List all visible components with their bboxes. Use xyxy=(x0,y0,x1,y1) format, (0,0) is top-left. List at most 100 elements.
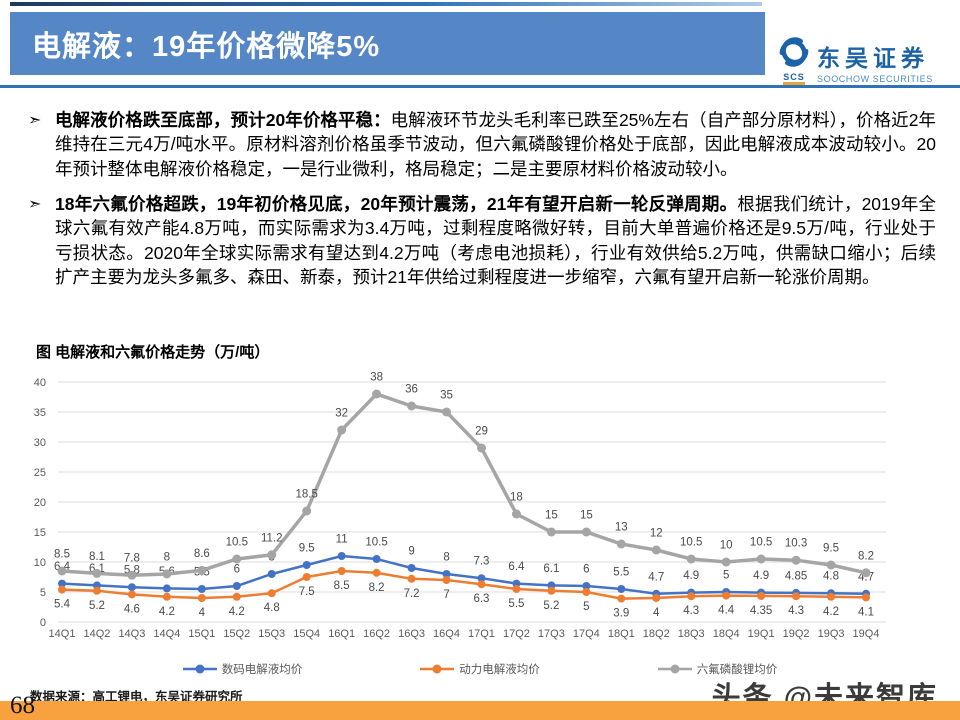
bullet-lead: 电解液价格跌至底部，预计20年价格平稳： xyxy=(55,110,391,130)
price-line-chart: 0 5 10 15 20 25 30 35 40 14Q1 14Q2 14Q3 14Q4 15Q1 15Q2… xyxy=(34,372,886,640)
bullet-lead: 18年六氟价格超跌，19年初价格见底，20年预计震荡，21年有望开启新一轮反弹周… xyxy=(55,193,738,214)
svg-text:4.1: 4.1 xyxy=(858,606,874,618)
svg-text:14Q4: 14Q4 xyxy=(153,628,180,640)
title-banner: 电解液：19年价格微降5% xyxy=(10,12,765,75)
svg-text:10.5: 10.5 xyxy=(680,537,702,549)
svg-text:14Q2: 14Q2 xyxy=(83,628,110,640)
svg-text:36: 36 xyxy=(405,384,418,396)
svg-text:4.8: 4.8 xyxy=(823,571,839,583)
legend-label: 数码电解液均价 xyxy=(221,664,303,676)
svg-text:5: 5 xyxy=(40,587,46,599)
svg-text:19Q3: 19Q3 xyxy=(818,628,845,640)
svg-text:5.5: 5.5 xyxy=(508,598,524,610)
svg-text:18Q2: 18Q2 xyxy=(643,628,670,640)
soochow-logo: SCS 东吴证券 SOOCHOW SECURITIES xyxy=(776,37,956,85)
svg-text:8.5: 8.5 xyxy=(54,549,70,561)
svg-text:15Q2: 15Q2 xyxy=(223,628,250,640)
svg-text:5: 5 xyxy=(583,601,589,613)
svg-text:30: 30 xyxy=(34,437,46,449)
svg-text:4: 4 xyxy=(199,607,206,619)
chart-title: 图 电解液和六氟价格走势（万/吨） xyxy=(36,344,270,361)
bullet-list: ➣ 电解液价格跌至底部，预计20年价格平稳：电解液环节龙头毛利率已跌至25%左右… xyxy=(28,108,936,300)
legend-item: 动力电解液均价 xyxy=(420,661,540,677)
svg-text:13: 13 xyxy=(615,522,628,534)
svg-text:19Q4: 19Q4 xyxy=(853,628,880,640)
svg-text:17Q2: 17Q2 xyxy=(503,628,530,640)
bullet-text: 18年六氟价格超跌，19年初价格见底，20年预计震荡，21年有望开启新一轮反弹周… xyxy=(55,192,936,289)
svg-text:0: 0 xyxy=(40,617,46,629)
svg-text:25: 25 xyxy=(34,467,46,479)
svg-text:8.1: 8.1 xyxy=(89,551,105,563)
logo-icon-block: SCS xyxy=(776,37,812,85)
svg-text:4.2: 4.2 xyxy=(823,606,839,618)
top-accent-bar xyxy=(10,2,762,6)
svg-text:10: 10 xyxy=(720,540,733,552)
svg-text:38: 38 xyxy=(370,372,383,384)
logo-name-cn: 东吴证券 xyxy=(817,44,929,71)
svg-text:32: 32 xyxy=(335,408,348,420)
svg-text:6.3: 6.3 xyxy=(473,593,489,605)
svg-text:16Q2: 16Q2 xyxy=(363,628,390,640)
svg-text:40: 40 xyxy=(34,377,46,389)
svg-text:3.9: 3.9 xyxy=(613,608,629,620)
svg-text:4.4: 4.4 xyxy=(718,605,735,617)
svg-text:16Q4: 16Q4 xyxy=(433,628,460,640)
svg-text:9.5: 9.5 xyxy=(299,543,315,555)
svg-text:18: 18 xyxy=(510,492,523,504)
svg-text:4.3: 4.3 xyxy=(788,605,804,617)
svg-text:7.8: 7.8 xyxy=(124,553,140,565)
legend-label: 六氟磷酸锂均价 xyxy=(696,664,778,676)
svg-text:4.2: 4.2 xyxy=(159,606,175,618)
bullet-text: 电解液价格跌至底部，预计20年价格平稳：电解液环节龙头毛利率已跌至25%左右（自… xyxy=(55,108,936,181)
svg-text:17Q4: 17Q4 xyxy=(573,628,600,640)
svg-text:9: 9 xyxy=(408,546,414,558)
svg-text:10.5: 10.5 xyxy=(226,537,248,549)
svg-text:18Q1: 18Q1 xyxy=(608,628,635,640)
svg-text:7.2: 7.2 xyxy=(404,588,420,600)
bullet-body: 电解液环节龙头毛利率已跌至25%左右（自产部分原材料），价格近2年维持在三元4万… xyxy=(55,110,936,179)
legend-line-marker-icon xyxy=(420,664,455,674)
svg-text:12: 12 xyxy=(650,528,663,540)
svg-text:8.2: 8.2 xyxy=(369,582,385,594)
svg-text:18Q3: 18Q3 xyxy=(678,628,705,640)
source-note: 数据来源：高工锂电，东吴证券研究所 xyxy=(30,690,243,704)
svg-text:8.5: 8.5 xyxy=(334,580,350,592)
svg-text:8: 8 xyxy=(443,552,449,564)
svg-text:18Q4: 18Q4 xyxy=(713,628,740,640)
svg-text:16Q1: 16Q1 xyxy=(328,628,355,640)
svg-text:11: 11 xyxy=(336,534,348,546)
svg-text:7: 7 xyxy=(443,589,449,601)
svg-text:7.3: 7.3 xyxy=(473,556,489,568)
legend-item: 数码电解液均价 xyxy=(182,661,303,677)
svg-text:15Q1: 15Q1 xyxy=(188,628,215,640)
svg-text:19Q1: 19Q1 xyxy=(748,628,775,640)
svg-text:8.6: 8.6 xyxy=(194,548,210,560)
page-title: 电解液：19年价格微降5% xyxy=(32,30,381,63)
svg-text:19Q2: 19Q2 xyxy=(783,628,810,640)
svg-text:6: 6 xyxy=(583,564,589,576)
logo-text-block: 东吴证券 SOOCHOW SECURITIES xyxy=(817,39,933,84)
svg-text:17Q3: 17Q3 xyxy=(538,628,565,640)
svg-text:10: 10 xyxy=(34,557,46,569)
bullet-arrow-icon: ➣ xyxy=(28,195,42,213)
svg-text:4.9: 4.9 xyxy=(753,570,769,582)
bullet-item: ➣ 18年六氟价格超跌，19年初价格见底，20年预计震荡，21年有望开启新一轮反… xyxy=(28,192,936,289)
svg-text:10.5: 10.5 xyxy=(365,537,387,549)
svg-text:16Q3: 16Q3 xyxy=(398,628,425,640)
svg-text:35: 35 xyxy=(34,407,46,419)
svg-text:10.3: 10.3 xyxy=(785,538,807,550)
svg-text:5.2: 5.2 xyxy=(543,600,559,612)
svg-text:5: 5 xyxy=(723,570,729,582)
svg-text:29: 29 xyxy=(475,426,488,438)
svg-text:11.2: 11.2 xyxy=(261,532,283,544)
svg-text:35: 35 xyxy=(440,390,453,402)
svg-text:6: 6 xyxy=(234,564,240,576)
svg-text:9.5: 9.5 xyxy=(823,543,839,555)
bullet-arrow-icon: ➣ xyxy=(28,112,42,129)
svg-text:14Q3: 14Q3 xyxy=(118,628,145,640)
logo-abbr: SCS xyxy=(783,72,805,85)
legend-line-marker-icon xyxy=(657,664,692,674)
svg-text:6.4: 6.4 xyxy=(508,561,525,573)
svg-text:4.9: 4.9 xyxy=(683,570,699,582)
svg-text:15Q4: 15Q4 xyxy=(293,628,320,640)
